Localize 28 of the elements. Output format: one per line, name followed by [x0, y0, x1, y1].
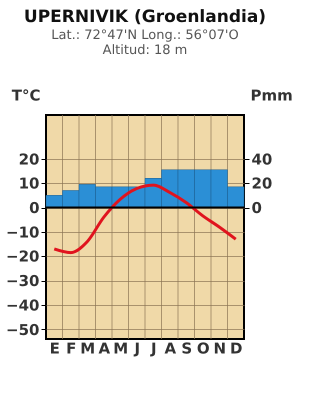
x-tick-label: M [113, 340, 128, 358]
x-tick-label: J [150, 340, 157, 358]
x-tick-label: D [230, 340, 242, 358]
x-tick-label: A [164, 340, 176, 358]
y-tick-label: 0 [29, 199, 40, 218]
y-tick-label: −30 [6, 272, 40, 290]
y2-tick-label: 40 [252, 150, 272, 168]
x-tick-label: S [181, 340, 192, 358]
y-tick-label: 20 [18, 150, 40, 168]
x-tick-label: M [80, 340, 96, 358]
line-series [52, 184, 238, 254]
x-tick-label: A [98, 340, 110, 358]
y-tick-label: −50 [6, 320, 40, 339]
y-tick-label: −40 [6, 296, 40, 314]
y-axis-title: T°C [12, 86, 40, 104]
x-tick-label: J [133, 340, 140, 358]
x-tick-label: F [66, 340, 76, 358]
y-tick-label: 10 [18, 174, 40, 193]
chart-subtitle: Lat.: 72°47'N Long.: 56°07'O Altitud: 18 m [51, 28, 239, 58]
x-tick-label: E [50, 340, 60, 358]
x-tick-label: N [213, 340, 226, 358]
y2-tick-label: 20 [252, 174, 272, 193]
y-tick-label: −20 [6, 248, 40, 266]
y2-axis-title: Pmm [250, 86, 293, 104]
x-tick-label: O [196, 340, 210, 358]
y2-tick-label: 0 [252, 199, 262, 218]
y-tick-label: −10 [6, 223, 40, 242]
chart-title: UPERNIVIK (Groenlandia) [24, 7, 266, 27]
